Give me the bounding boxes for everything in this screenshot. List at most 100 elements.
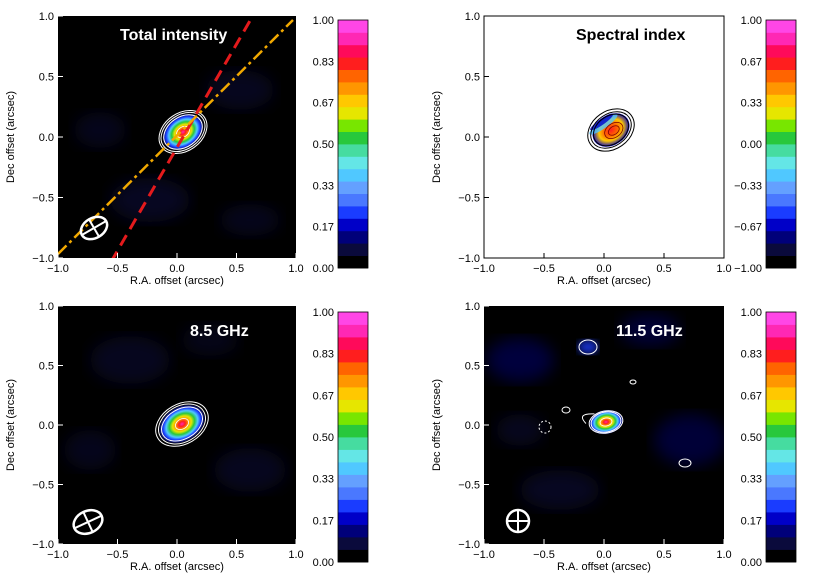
y-tick-label: −0.5 bbox=[458, 480, 480, 492]
x-tick-label: 0.0 bbox=[169, 549, 184, 561]
colorbar-swatch bbox=[766, 181, 796, 194]
noise-blob bbox=[182, 324, 238, 356]
negative-contour bbox=[538, 420, 552, 434]
colorbar-swatch bbox=[766, 44, 796, 58]
colorbar-swatch bbox=[766, 20, 796, 33]
panel-title: 11.5 GHz bbox=[616, 323, 683, 340]
x-tick-label: −0.5 bbox=[533, 263, 555, 275]
colorbar-tick-label: 1.00 bbox=[313, 15, 334, 27]
colorbar-swatch bbox=[338, 243, 368, 256]
x-tick-label: 1.0 bbox=[288, 549, 303, 561]
colorbar-frame bbox=[337, 311, 369, 563]
colorbar-swatch bbox=[338, 437, 368, 450]
colorbar-tick-label: 0.33 bbox=[741, 474, 762, 486]
colorbar-swatch bbox=[766, 349, 796, 363]
contour-line bbox=[161, 406, 203, 442]
noise-blob bbox=[620, 314, 680, 346]
x-tick-label: 0.5 bbox=[656, 549, 671, 561]
y-tick-label: 0.0 bbox=[465, 132, 480, 144]
colorbar-swatch bbox=[338, 487, 368, 500]
panel-title: Total intensity bbox=[120, 27, 227, 44]
colorbar-swatch bbox=[338, 499, 368, 513]
colorbar-swatch bbox=[338, 362, 368, 375]
colorbar-tick-label: 0.00 bbox=[741, 139, 762, 151]
contour-line bbox=[155, 401, 209, 447]
colorbar-swatch bbox=[766, 449, 796, 463]
colorbar-tick-label: 0.67 bbox=[741, 390, 762, 402]
x-tick-label: 0.0 bbox=[596, 263, 611, 275]
contour-line bbox=[592, 113, 630, 147]
colorbar-swatch bbox=[766, 144, 796, 157]
x-tick-label: 0.5 bbox=[656, 263, 671, 275]
colorbar-swatch bbox=[766, 324, 796, 338]
colorbar-swatch bbox=[766, 32, 796, 46]
contour-line bbox=[607, 125, 620, 136]
colorbar-swatch bbox=[766, 230, 796, 244]
colorbar-swatch bbox=[338, 387, 368, 400]
y-tick-label: −1.0 bbox=[458, 539, 480, 551]
y-tick-label: −1.0 bbox=[32, 539, 54, 551]
colorbar-swatch bbox=[338, 549, 368, 563]
y-tick-label: 1.0 bbox=[465, 301, 480, 313]
axes-spectral: −1.0 −0.5 0.0 0.5 1.0 1.0 0.5 0.0 −0.5 −1.0 R.A. o… bbox=[431, 11, 732, 287]
colorbar-swatch bbox=[766, 119, 796, 132]
noise-blob bbox=[220, 204, 280, 236]
colorbar-swatch bbox=[766, 524, 796, 538]
colorbar-swatch bbox=[338, 206, 368, 219]
secondary-contour bbox=[561, 406, 571, 414]
y-tick-label: 1.0 bbox=[39, 11, 54, 23]
colorbar-swatch bbox=[338, 524, 368, 538]
y-tick-label: 1.0 bbox=[39, 301, 54, 313]
x-tick-label: −1.0 bbox=[473, 263, 495, 275]
colorbar-swatch bbox=[766, 156, 796, 170]
colorbar-swatch bbox=[766, 206, 796, 219]
colorbar-swatch bbox=[338, 474, 368, 488]
colorbar-tick-label: −0.67 bbox=[734, 222, 762, 234]
secondary-contour bbox=[678, 458, 692, 468]
x-tick-label: 1.0 bbox=[288, 263, 303, 275]
panel-title: Spectral index bbox=[576, 27, 685, 44]
colorbar-tick-label: 0.17 bbox=[313, 515, 334, 527]
colorbar-swatch bbox=[338, 94, 368, 108]
contour-line bbox=[587, 108, 635, 152]
spectral-index-map bbox=[587, 108, 635, 152]
x-axis-label: R.A. offset (arcsec) bbox=[557, 561, 651, 573]
colorbar-swatch bbox=[766, 312, 796, 325]
colorbar-frame bbox=[765, 311, 797, 563]
colorbar-frame bbox=[765, 19, 797, 269]
noise-blob bbox=[206, 70, 274, 110]
colorbar-swatch bbox=[338, 144, 368, 157]
position-angle-line-orange bbox=[58, 19, 294, 255]
colorbar-swatch bbox=[338, 119, 368, 132]
colorbar-swatch bbox=[338, 106, 368, 120]
colorbar-swatch bbox=[338, 168, 368, 182]
colorbar-swatch bbox=[766, 106, 796, 120]
colorbar-swatch bbox=[766, 94, 796, 108]
axes-ghz85: −1.0 −0.5 0.0 0.5 1.0 1.0 0.5 0.0 −0.5 −1.0 R.A. o… bbox=[5, 301, 304, 573]
colorbar-swatch bbox=[766, 549, 796, 563]
contour-line bbox=[163, 114, 203, 150]
colorbar-tick-label: 0.83 bbox=[313, 349, 334, 361]
colorbar-swatch bbox=[338, 230, 368, 244]
y-tick-label: 1.0 bbox=[465, 11, 480, 23]
y-axis-label: Dec offset (arcsec) bbox=[431, 379, 443, 471]
x-axis-label: R.A. offset (arcsec) bbox=[130, 275, 224, 287]
colorbar-swatch bbox=[338, 82, 368, 95]
x-tick-label: 1.0 bbox=[716, 549, 731, 561]
noise-blob bbox=[654, 414, 724, 466]
x-tick-label: 1.0 bbox=[716, 263, 731, 275]
y-axis-label: Dec offset (arcsec) bbox=[5, 379, 17, 471]
contour-line bbox=[160, 111, 206, 153]
colorbar-swatch bbox=[766, 193, 796, 207]
colorbar-swatch bbox=[338, 312, 368, 325]
colorbar-swatch bbox=[338, 399, 368, 413]
y-axis-label: Dec offset (arcsec) bbox=[5, 91, 17, 183]
x-axis-label: R.A. offset (arcsec) bbox=[557, 275, 651, 287]
colorbar-swatch bbox=[766, 131, 796, 145]
colorbar-swatch bbox=[766, 255, 796, 269]
panel-11-5-ghz: 11.5 GHz bbox=[484, 306, 724, 544]
colorbar-tick-label: 0.00 bbox=[313, 263, 334, 275]
contour-line bbox=[590, 411, 622, 433]
noise-blob bbox=[110, 178, 190, 222]
contour-line bbox=[175, 418, 189, 430]
